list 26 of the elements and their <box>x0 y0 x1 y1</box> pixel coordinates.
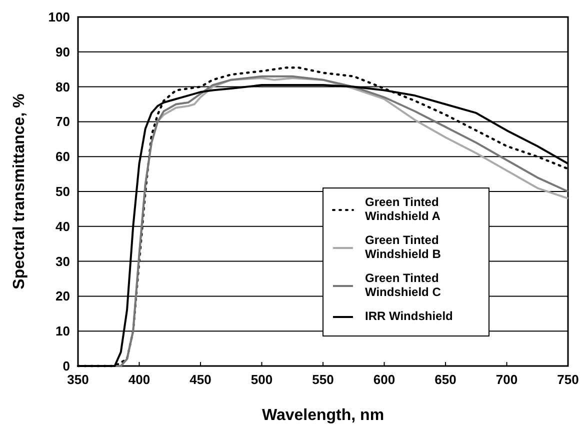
x-tick-label: 350 <box>67 372 89 387</box>
x-tick-label: 600 <box>373 372 396 387</box>
y-tick-label: 40 <box>56 218 70 234</box>
legend-label: IRR Windshield <box>365 309 453 323</box>
y-tick-label: 60 <box>56 149 70 164</box>
x-tick-label: 500 <box>250 372 273 387</box>
y-tick-label: 30 <box>56 254 70 269</box>
y-axis-title: Spectral transmittance, % <box>11 94 28 290</box>
x-tick-label: 750 <box>557 372 579 387</box>
y-tick-label: 70 <box>56 114 70 130</box>
y-tick-label: 0 <box>62 358 70 374</box>
y-tick-label: 50 <box>56 184 70 199</box>
x-axis-title: Wavelength, nm <box>262 407 384 424</box>
y-tick-label: 20 <box>56 288 70 304</box>
y-tick-label: 100 <box>48 10 70 24</box>
y-tick-label: 10 <box>56 324 70 339</box>
y-tick-label: 80 <box>56 79 70 94</box>
legend-label: Green Tinted Windshield B <box>365 233 442 261</box>
x-tick-label: 450 <box>190 372 212 387</box>
x-tick-label: 650 <box>434 372 456 387</box>
legend-label: Green Tinted Windshield A <box>365 195 441 223</box>
x-tick-label: 400 <box>128 372 150 387</box>
legend-label: Green Tinted Windshield C <box>365 271 442 299</box>
y-tick-label: 90 <box>56 44 70 60</box>
x-tick-label: 550 <box>312 372 334 387</box>
x-tick-label: 700 <box>496 372 518 387</box>
